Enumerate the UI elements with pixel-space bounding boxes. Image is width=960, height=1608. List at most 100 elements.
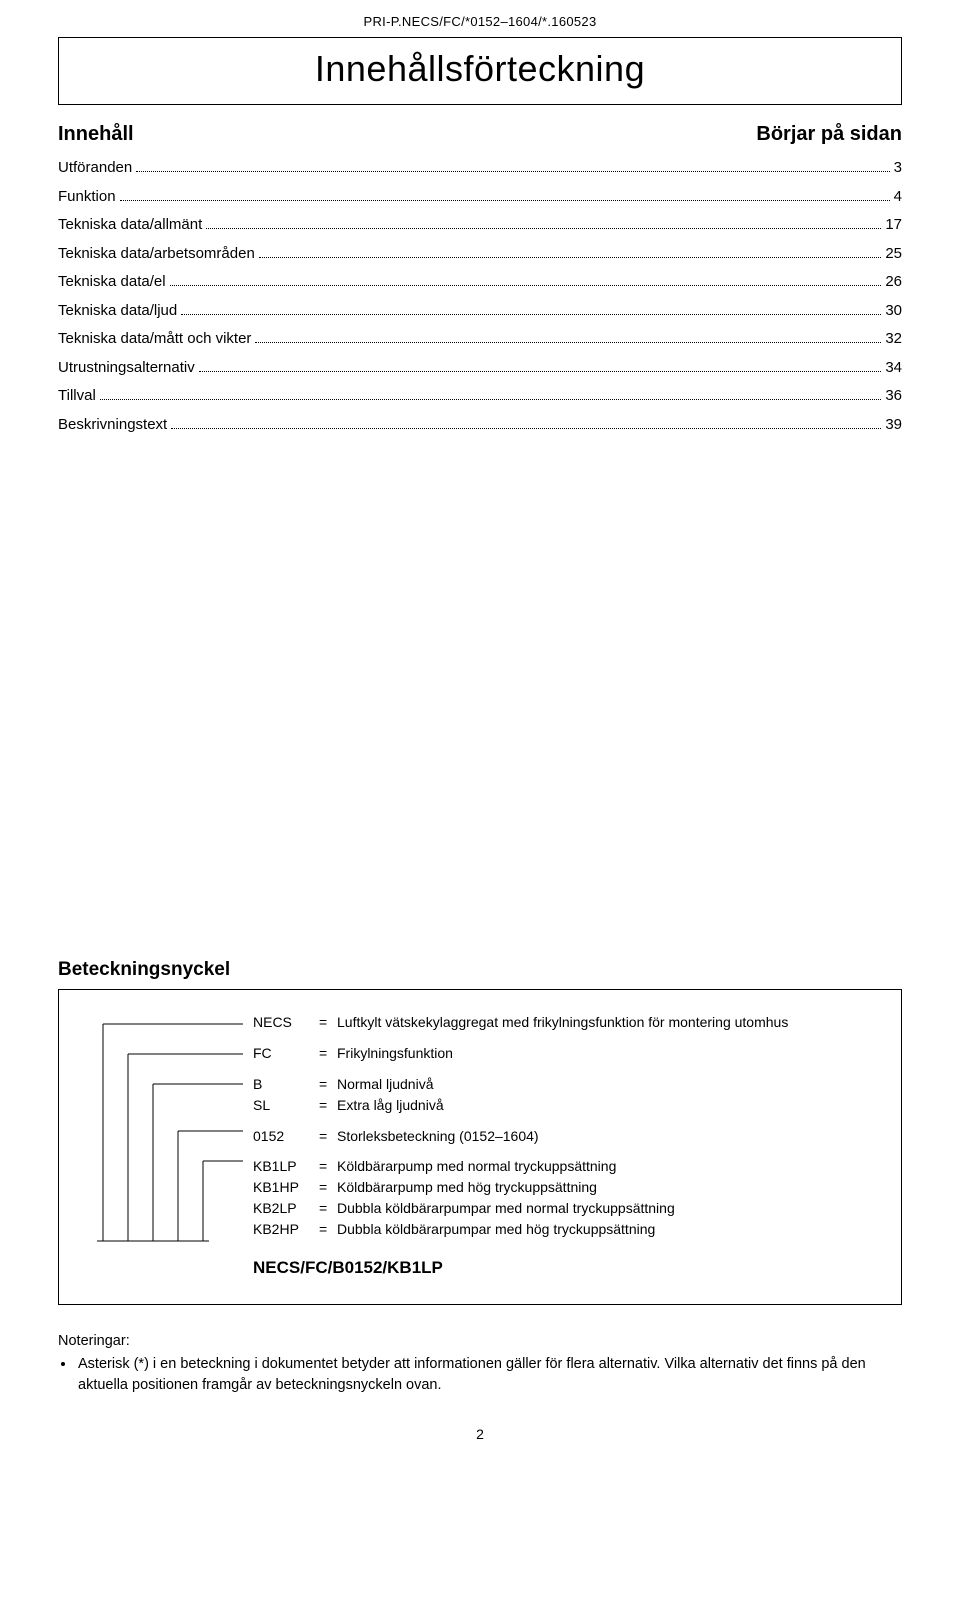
key-body: NECS=Luftkylt vätskekylaggregat med frik…	[83, 1012, 877, 1278]
key-row: KB1HP=Köldbärarpump med hög tryckuppsätt…	[253, 1177, 877, 1198]
key-desc: Normal ljudnivå	[337, 1075, 877, 1094]
toc-header-left: Innehåll	[58, 123, 134, 146]
key-box: NECS=Luftkylt vätskekylaggregat med frik…	[58, 989, 902, 1305]
key-code: KB1HP	[253, 1178, 319, 1197]
toc-row: Tekniska data/arbetsområden 25	[58, 240, 902, 269]
key-desc: Frikylningsfunktion	[337, 1044, 877, 1063]
toc-label: Tekniska data/mått och vikter	[58, 325, 251, 354]
key-eq: =	[319, 1044, 337, 1063]
toc-page: 17	[885, 211, 902, 240]
notes: Noteringar: Asterisk (*) i en beteckning…	[58, 1331, 902, 1396]
key-code: 0152	[253, 1127, 319, 1146]
toc-page: 36	[885, 382, 902, 411]
toc-page: 30	[885, 297, 902, 326]
toc-label: Tekniska data/arbetsområden	[58, 240, 255, 269]
toc-row: Utrustningsalternativ 34	[58, 354, 902, 383]
key-eq: =	[319, 1127, 337, 1146]
toc-page: 32	[885, 325, 902, 354]
spacer	[58, 439, 902, 959]
toc-dots	[255, 331, 881, 343]
key-desc: Extra låg ljudnivå	[337, 1096, 877, 1115]
toc-page: 34	[885, 354, 902, 383]
key-eq: =	[319, 1199, 337, 1218]
toc-header-right: Börjar på sidan	[756, 123, 902, 146]
key-desc: Storleksbeteckning (0152–1604)	[337, 1127, 877, 1146]
toc-row: Beskrivningstext 39	[58, 411, 902, 440]
toc-label: Utföranden	[58, 154, 132, 183]
toc-dots	[136, 160, 889, 172]
toc-dots	[170, 274, 882, 286]
key-group: KB1LP=Köldbärarpump med normal tryckupps…	[253, 1156, 877, 1240]
page-title: Innehållsförteckning	[59, 48, 901, 90]
toc-dots	[100, 388, 882, 400]
toc-dots	[120, 189, 890, 201]
toc-row: Tekniska data/mått och vikter 32	[58, 325, 902, 354]
key-code: B	[253, 1075, 319, 1094]
key-groups: NECS=Luftkylt vätskekylaggregat med frik…	[253, 1012, 877, 1240]
key-row: FC=Frikylningsfunktion	[253, 1043, 877, 1064]
key-row: NECS=Luftkylt vätskekylaggregat med frik…	[253, 1012, 877, 1033]
toc-row: Tekniska data/allmänt 17	[58, 211, 902, 240]
toc-page: 26	[885, 268, 902, 297]
key-row: KB1LP=Köldbärarpump med normal tryckupps…	[253, 1156, 877, 1177]
key-group: 0152=Storleksbeteckning (0152–1604)	[253, 1126, 877, 1147]
toc-dots	[206, 217, 881, 229]
notes-list: Asterisk (*) i en beteckning i dokumente…	[58, 1354, 902, 1396]
toc-page: 4	[894, 183, 902, 212]
page-number: 2	[58, 1426, 902, 1442]
toc-dots	[171, 417, 881, 429]
key-desc: Dubbla köldbärarpumpar med normal trycku…	[337, 1199, 877, 1218]
toc-page: 39	[885, 411, 902, 440]
key-eq: =	[319, 1075, 337, 1094]
key-desc: Dubbla köldbärarpumpar med hög tryckupps…	[337, 1220, 877, 1239]
key-code: SL	[253, 1096, 319, 1115]
key-root-code: NECS/FC/B0152/KB1LP	[253, 1258, 877, 1278]
toc-dots	[199, 360, 882, 372]
notes-item: Asterisk (*) i en beteckning i dokumente…	[76, 1354, 902, 1396]
key-desc: Luftkylt vätskekylaggregat med frikylnin…	[337, 1013, 877, 1032]
key-eq: =	[319, 1157, 337, 1176]
key-eq: =	[319, 1178, 337, 1197]
toc-page: 25	[885, 240, 902, 269]
key-code: NECS	[253, 1013, 319, 1032]
key-code: KB2LP	[253, 1199, 319, 1218]
key-group: B=Normal ljudnivåSL=Extra låg ljudnivå	[253, 1074, 877, 1116]
page: PRI-P.NECS/FC/*0152–1604/*.160523 Innehå…	[0, 0, 960, 1608]
toc-label: Beskrivningstext	[58, 411, 167, 440]
toc-label: Tekniska data/el	[58, 268, 166, 297]
toc-page: 3	[894, 154, 902, 183]
toc-label: Tillval	[58, 382, 96, 411]
key-eq: =	[319, 1013, 337, 1032]
toc-row: Tekniska data/el 26	[58, 268, 902, 297]
toc-label: Utrustningsalternativ	[58, 354, 195, 383]
toc-label: Tekniska data/ljud	[58, 297, 177, 326]
toc-row: Tillval 36	[58, 382, 902, 411]
key-code: FC	[253, 1044, 319, 1063]
toc-row: Funktion 4	[58, 183, 902, 212]
toc-dots	[259, 246, 882, 258]
key-group: NECS=Luftkylt vätskekylaggregat med frik…	[253, 1012, 877, 1033]
toc-dots	[181, 303, 881, 315]
key-eq: =	[319, 1096, 337, 1115]
key-row: 0152=Storleksbeteckning (0152–1604)	[253, 1126, 877, 1147]
key-code: KB1LP	[253, 1157, 319, 1176]
key-eq: =	[319, 1220, 337, 1239]
key-row: KB2HP=Dubbla köldbärarpumpar med hög try…	[253, 1219, 877, 1240]
toc-row: Utföranden 3	[58, 154, 902, 183]
key-desc: Köldbärarpump med normal tryckuppsättnin…	[337, 1157, 877, 1176]
toc-row: Tekniska data/ljud 30	[58, 297, 902, 326]
key-code: KB2HP	[253, 1220, 319, 1239]
toc-header: Innehåll Börjar på sidan	[58, 123, 902, 146]
title-box: Innehållsförteckning	[58, 37, 902, 105]
toc-label: Tekniska data/allmänt	[58, 211, 202, 240]
toc-label: Funktion	[58, 183, 116, 212]
key-desc: Köldbärarpump med hög tryckuppsättning	[337, 1178, 877, 1197]
key-row: SL=Extra låg ljudnivå	[253, 1095, 877, 1116]
key-row: B=Normal ljudnivå	[253, 1074, 877, 1095]
key-row: KB2LP=Dubbla köldbärarpumpar med normal …	[253, 1198, 877, 1219]
key-heading: Beteckningsnyckel	[58, 959, 902, 981]
bracket-diagram	[93, 1016, 243, 1251]
header-code: PRI-P.NECS/FC/*0152–1604/*.160523	[58, 0, 902, 29]
key-group: FC=Frikylningsfunktion	[253, 1043, 877, 1064]
table-of-contents: Utföranden3Funktion4Tekniska data/allmän…	[58, 154, 902, 439]
